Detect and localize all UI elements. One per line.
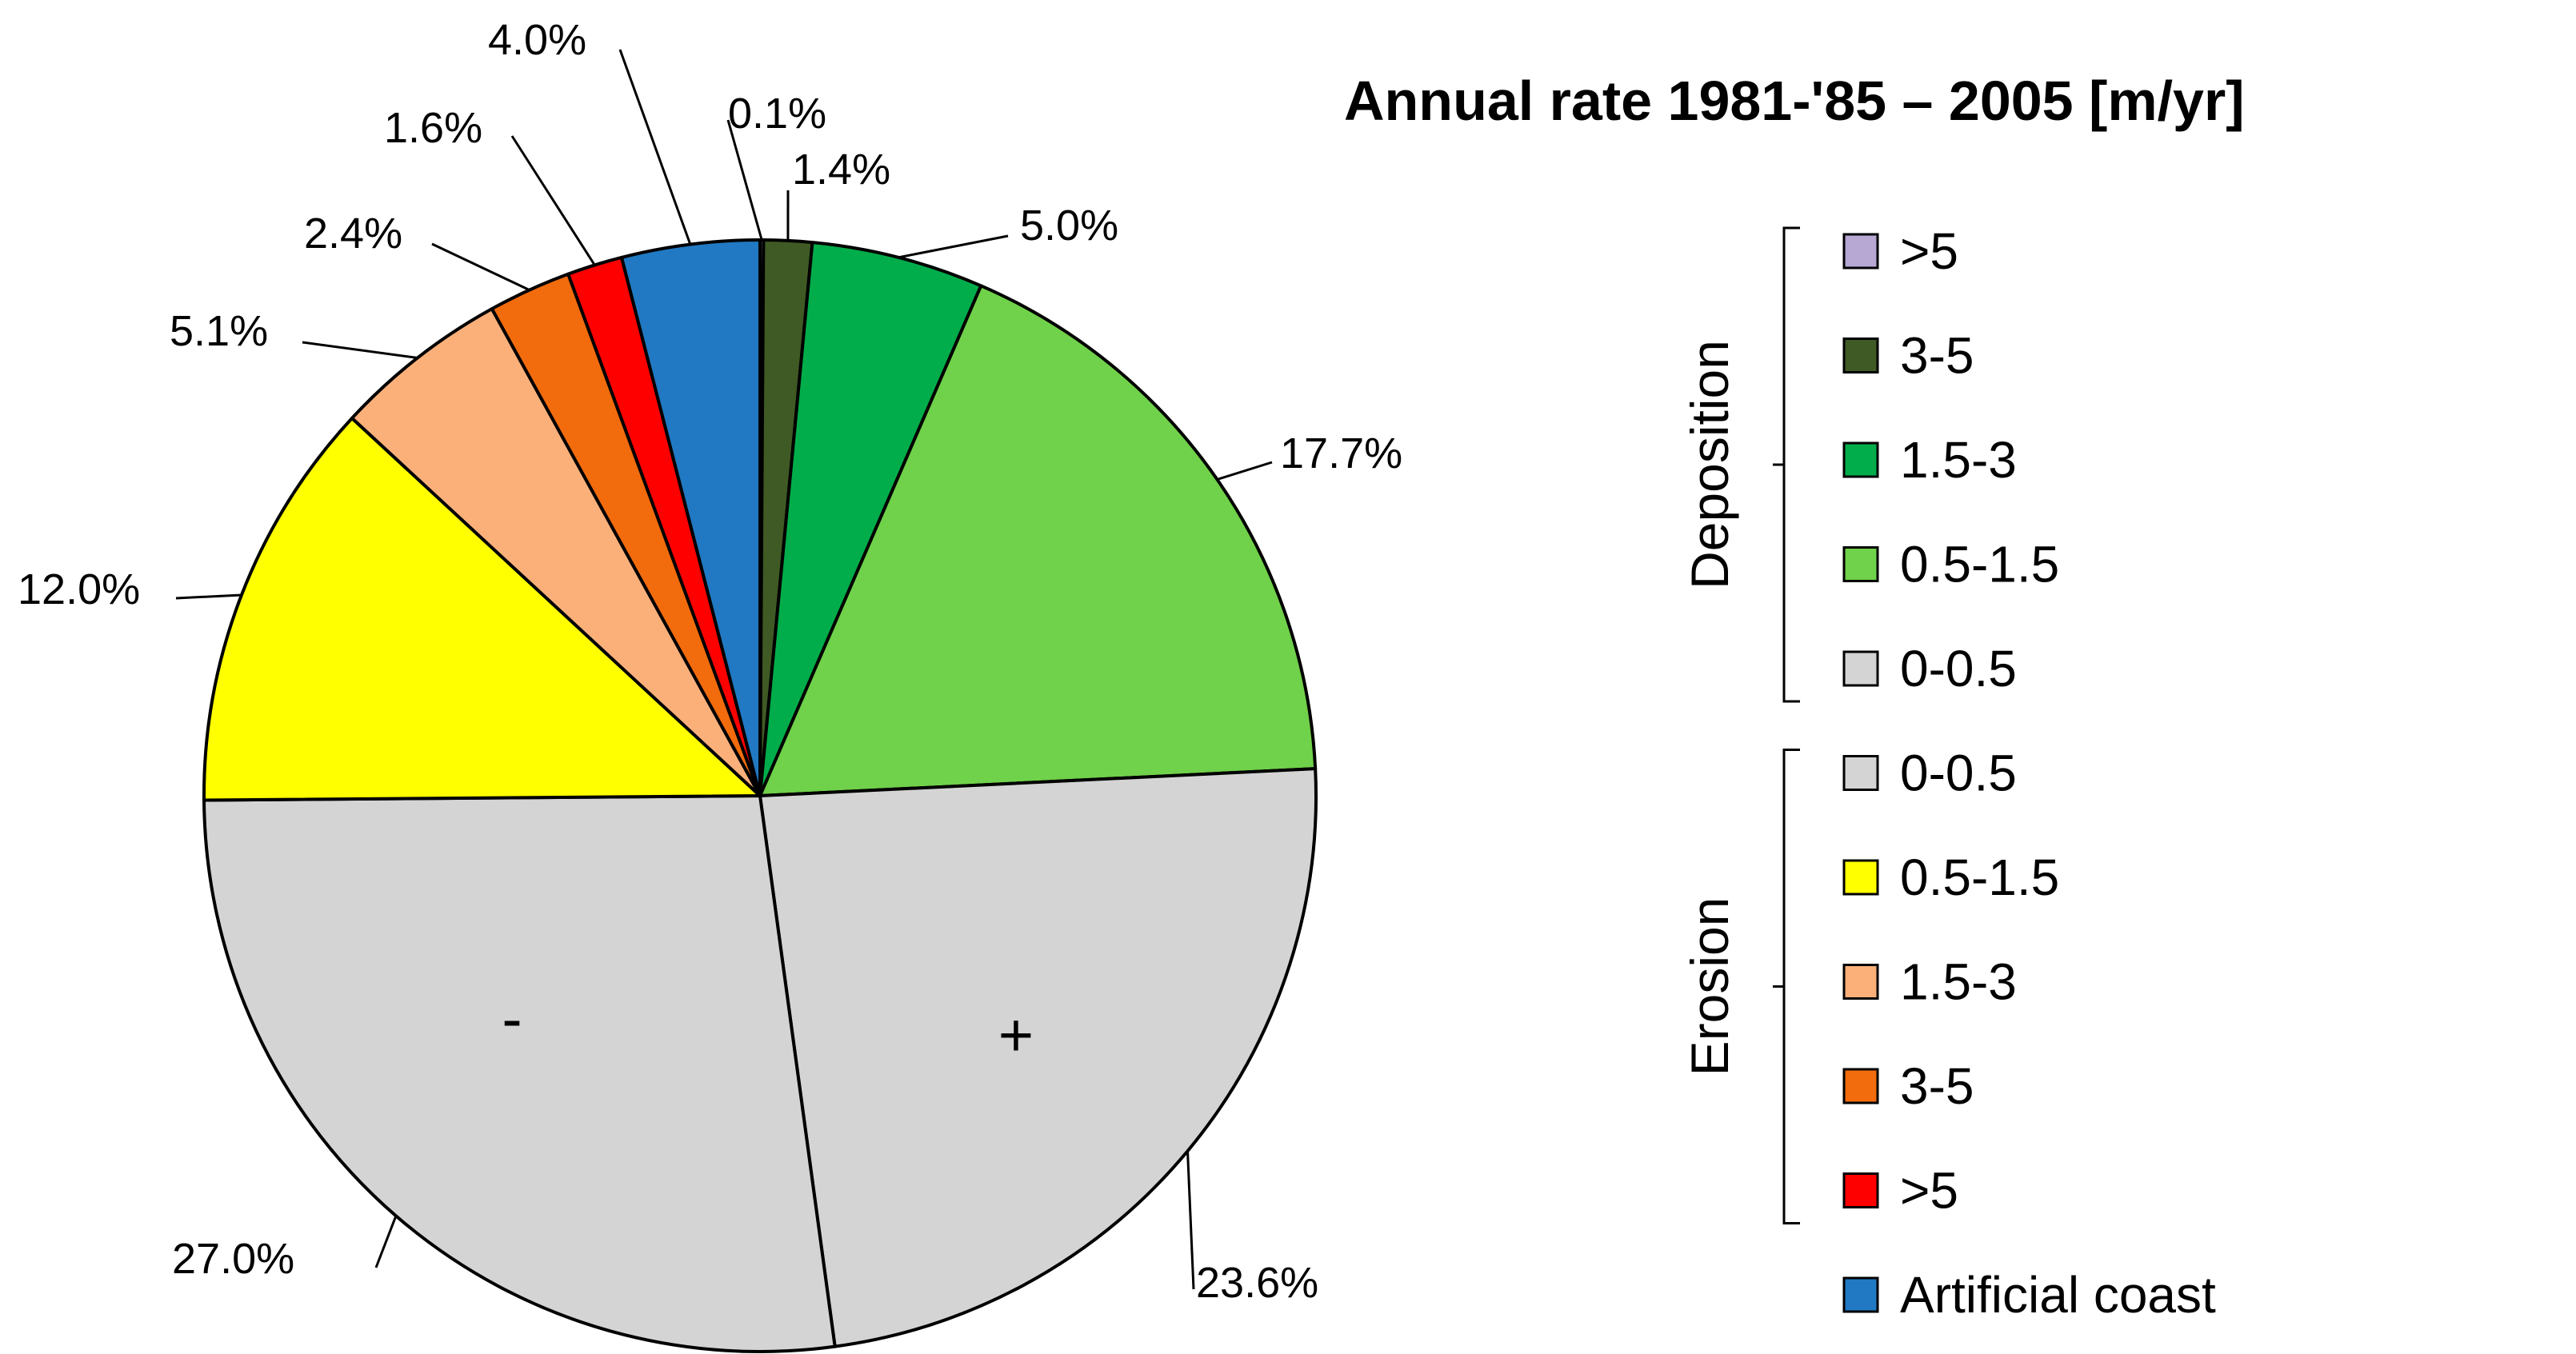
legend-label: 1.5-3 [1900,953,2017,1011]
legend-label: 0.5-1.5 [1900,536,2059,593]
legend-swatch [1842,1068,1879,1104]
legend-label: 3-5 [1900,1057,1974,1115]
pct-label: 17.7% [1280,429,1402,477]
leader-line [175,593,242,600]
deposition-sign: + [998,1001,1034,1069]
legend-swatch [1842,650,1879,687]
pct-label: 23.6% [1196,1259,1318,1307]
legend-label: 0.5-1.5 [1900,849,2059,906]
leader-line [302,341,418,359]
pct-label: 5.0% [1020,202,1118,250]
leader-line [1217,461,1273,481]
legend-swatch [1842,338,1879,373]
pie-slice-erosion-0-5-1-5 [202,416,762,802]
erosion-sign: - [502,985,522,1053]
pct-label: 5.1% [170,307,268,355]
leader-line [618,49,692,246]
pct-label: 27.0% [172,1235,294,1283]
legend-label: 0-0.5 [1900,640,2017,697]
pct-label: 2.4% [304,210,402,258]
legend-group-erosion: Erosion [1680,897,1739,1076]
legend-swatch [1842,964,1879,1000]
pct-label: 1.4% [792,146,890,194]
legend-swatch [1842,233,1879,270]
leader-line [431,242,530,291]
legend-label: 0-0.5 [1900,745,2017,802]
pct-label: 0.1% [728,90,826,138]
legend-label: 1.5-3 [1900,431,2017,489]
legend-bracket-deposition [1773,226,1800,703]
pct-label: 12.0% [18,565,140,613]
legend-swatch [1842,1172,1879,1208]
legend: >5 3-5 1.5-3 0.5-1.5 0-0.5 Deposition 0-0.5 0.5… [1680,222,2216,1324]
legend-swatch [1842,546,1879,582]
legend-swatch [1842,1276,1879,1313]
percentage-labels: 0.1% 1.4% 5.0% 17.7% 23.6% 27.0% 12.0% 5.1% 2.4%… [18,16,1402,1307]
pie-slice-deposition-0-5-1-5 [758,284,1318,797]
leader-lines [175,49,1273,1290]
leader-line [510,135,596,266]
leader-line [726,119,763,241]
legend-swatch [1842,441,1879,478]
chart-title: Annual rate 1981-'85 – 2005 [m/yr] [1344,70,2245,132]
legend-group-deposition: Deposition [1680,340,1739,589]
legend-label: 3-5 [1900,327,1974,385]
legend-label: >5 [1900,1162,1958,1220]
leader-line [374,1215,398,1268]
pct-label: 4.0% [488,16,586,64]
legend-label: >5 [1900,222,1958,280]
legend-label: Artificial coast [1900,1266,2216,1324]
pie-slice-erosion-0-0-5 [202,794,837,1353]
pct-label: 1.6% [384,104,482,152]
pie-slices [202,238,1318,1353]
legend-bracket-erosion [1773,749,1800,1224]
leader-line [1186,1151,1195,1290]
legend-swatch [1842,755,1879,791]
pie-slice-deposition-0-0-5 [758,767,1318,1348]
leader-line [898,234,1009,259]
legend-swatch [1842,859,1879,896]
pie-slice-erosion-1-5-3 [350,307,762,797]
